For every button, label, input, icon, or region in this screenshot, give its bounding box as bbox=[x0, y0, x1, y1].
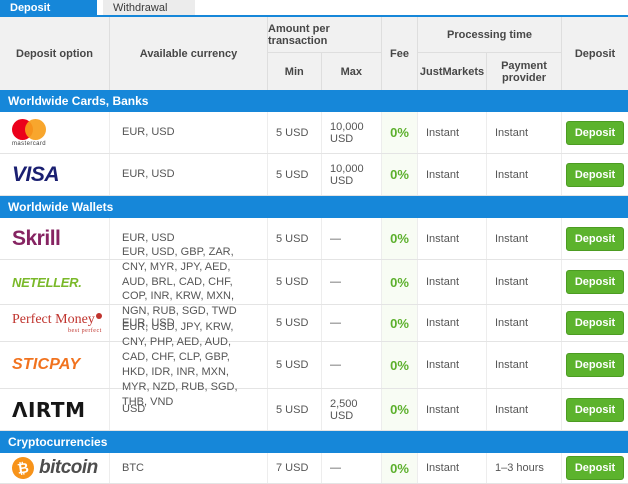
min-cell: 5 USD bbox=[268, 389, 322, 430]
col-header-justmarkets: JustMarkets bbox=[418, 53, 487, 90]
max-cell: 10,000 USD bbox=[322, 154, 382, 195]
fee-cell: 0% bbox=[382, 112, 418, 153]
payment-row-mastercard: mastercard EUR, USD 5 USD 10,000 USD 0% … bbox=[0, 112, 628, 154]
justmarkets-time-cell: Instant bbox=[418, 453, 487, 483]
max-cell: — bbox=[322, 218, 382, 259]
neteller-logo: NETELLER. bbox=[12, 274, 82, 290]
fee-cell: 0% bbox=[382, 453, 418, 483]
justmarkets-time-cell: Instant bbox=[418, 218, 487, 259]
col-group-amount-per-transaction: Amount per transaction Min Max bbox=[268, 17, 382, 90]
fee-cell: 0% bbox=[382, 260, 418, 304]
airtm-logo: ΛIRTM bbox=[12, 397, 86, 422]
col-header-deposit-option: Deposit option bbox=[0, 17, 110, 90]
max-cell: — bbox=[322, 453, 382, 483]
col-group-processing-time: Processing time JustMarkets Payment prov… bbox=[418, 17, 562, 90]
min-cell: 5 USD bbox=[268, 154, 322, 195]
tab-bar: Deposit Withdrawal bbox=[0, 0, 628, 17]
fee-cell: 0% bbox=[382, 305, 418, 341]
mastercard-logo: mastercard bbox=[0, 112, 110, 153]
section-header-wallets: Worldwide Wallets bbox=[0, 196, 628, 218]
deposit-button-perfect-money[interactable]: Deposit bbox=[566, 311, 624, 335]
currencies-cell: BTC bbox=[110, 453, 268, 483]
deposit-button-airtm[interactable]: Deposit bbox=[566, 397, 624, 422]
deposit-button-mastercard[interactable]: Deposit bbox=[566, 120, 624, 145]
skrill-logo: Skrill bbox=[12, 226, 61, 250]
max-cell: — bbox=[322, 305, 382, 341]
min-cell: 5 USD bbox=[268, 305, 322, 341]
deposit-button-neteller[interactable]: Deposit bbox=[566, 270, 624, 294]
mastercard-wordmark: mastercard bbox=[12, 140, 47, 147]
col-header-fee: Fee bbox=[382, 17, 418, 90]
justmarkets-time-cell: Instant bbox=[418, 389, 487, 430]
bitcoin-logo: ₿ bitcoin bbox=[10, 455, 98, 481]
justmarkets-time-cell: Instant bbox=[418, 112, 487, 153]
col-header-amount-per-transaction: Amount per transaction bbox=[268, 17, 381, 53]
provider-time-cell: 1–3 hours bbox=[487, 453, 562, 483]
bitcoin-wordmark: bitcoin bbox=[39, 457, 98, 478]
section-header-cryptocurrencies: Cryptocurrencies bbox=[0, 431, 628, 453]
deposit-button-bitcoin[interactable]: Deposit bbox=[566, 456, 624, 480]
max-cell: 2,500 USD bbox=[322, 389, 382, 430]
payment-row-bitcoin: ₿ bitcoin BTC 7 USD — 0% Instant 1–3 hou… bbox=[0, 453, 628, 484]
section-header-cards-banks: Worldwide Cards, Banks bbox=[0, 90, 628, 112]
col-header-min: Min bbox=[268, 53, 322, 90]
payment-row-skrill: Skrill EUR, USD 5 USD — 0% Instant Insta… bbox=[0, 218, 628, 260]
currencies-cell: EUR, USD, JPY, KRW, CNY, PHP, AED, AUD, … bbox=[110, 321, 268, 408]
provider-time-cell: Instant bbox=[487, 342, 562, 388]
deposit-button-skrill[interactable]: Deposit bbox=[566, 226, 624, 251]
max-cell: 10,000 USD bbox=[322, 112, 382, 153]
max-cell: — bbox=[322, 342, 382, 388]
max-cell: — bbox=[322, 260, 382, 304]
justmarkets-time-cell: Instant bbox=[418, 305, 487, 341]
min-cell: 7 USD bbox=[268, 453, 322, 483]
min-cell: 5 USD bbox=[268, 260, 322, 304]
provider-time-cell: Instant bbox=[487, 260, 562, 304]
mastercard-circles-icon bbox=[12, 118, 46, 140]
payment-row-visa: VISA EUR, USD 5 USD 10,000 USD 0% Instan… bbox=[0, 154, 628, 196]
fee-cell: 0% bbox=[382, 154, 418, 195]
tab-withdrawal[interactable]: Withdrawal bbox=[103, 0, 195, 15]
col-header-deposit: Deposit bbox=[574, 47, 616, 60]
payment-row-airtm: ΛIRTM USD 5 USD 2,500 USD 0% Instant Ins… bbox=[0, 389, 628, 431]
provider-time-cell: Instant bbox=[487, 112, 562, 153]
provider-time-cell: Instant bbox=[487, 389, 562, 430]
currencies-cell: EUR, USD, GBP, ZAR, CNY, MYR, JPY, AED, … bbox=[110, 246, 268, 317]
justmarkets-time-cell: Instant bbox=[418, 342, 487, 388]
currencies-cell: EUR, USD bbox=[110, 112, 268, 153]
currencies-cell: EUR, USD bbox=[110, 218, 268, 259]
payment-row-sticpay: STICPAY EUR, USD, JPY, KRW, CNY, PHP, AE… bbox=[0, 321, 628, 408]
col-header-available-currency: Available currency bbox=[110, 17, 268, 90]
payment-row-neteller: NETELLER. EUR, USD, GBP, ZAR, CNY, MYR, … bbox=[0, 246, 628, 317]
min-cell: 5 USD bbox=[268, 112, 322, 153]
deposit-button-sticpay[interactable]: Deposit bbox=[566, 353, 624, 377]
min-cell: 5 USD bbox=[268, 218, 322, 259]
fee-cell: 0% bbox=[382, 218, 418, 259]
fee-cell: 0% bbox=[382, 389, 418, 430]
visa-logo: VISA bbox=[12, 162, 60, 186]
justmarkets-time-cell: Instant bbox=[418, 154, 487, 195]
deposit-button-visa[interactable]: Deposit bbox=[566, 162, 624, 187]
min-cell: 5 USD bbox=[268, 342, 322, 388]
provider-time-cell: Instant bbox=[487, 305, 562, 341]
table-header: Deposit option Available currency Amount… bbox=[0, 17, 628, 90]
col-header-max: Max bbox=[340, 65, 362, 78]
bitcoin-coin-icon: ₿ bbox=[10, 455, 36, 481]
col-header-payment-provider: Payment provider bbox=[501, 59, 547, 84]
sticpay-logo: STICPAY bbox=[12, 356, 81, 373]
currencies-cell: USD bbox=[110, 389, 268, 430]
justmarkets-time-cell: Instant bbox=[418, 260, 487, 304]
provider-time-cell: Instant bbox=[487, 218, 562, 259]
currencies-cell: EUR, USD bbox=[110, 305, 268, 341]
currencies-cell: EUR, USD bbox=[110, 154, 268, 195]
perfect-money-logo: Perfect Money best perfect bbox=[12, 311, 102, 334]
fee-cell: 0% bbox=[382, 342, 418, 388]
tab-deposit[interactable]: Deposit bbox=[0, 0, 97, 15]
perfect-money-tagline: best perfect bbox=[67, 327, 102, 334]
col-header-processing-time: Processing time bbox=[418, 17, 561, 53]
perfect-money-badge-icon bbox=[95, 312, 102, 319]
payment-row-perfect-money: Perfect Money best perfect EUR, USD 5 US… bbox=[0, 305, 628, 342]
provider-time-cell: Instant bbox=[487, 154, 562, 195]
